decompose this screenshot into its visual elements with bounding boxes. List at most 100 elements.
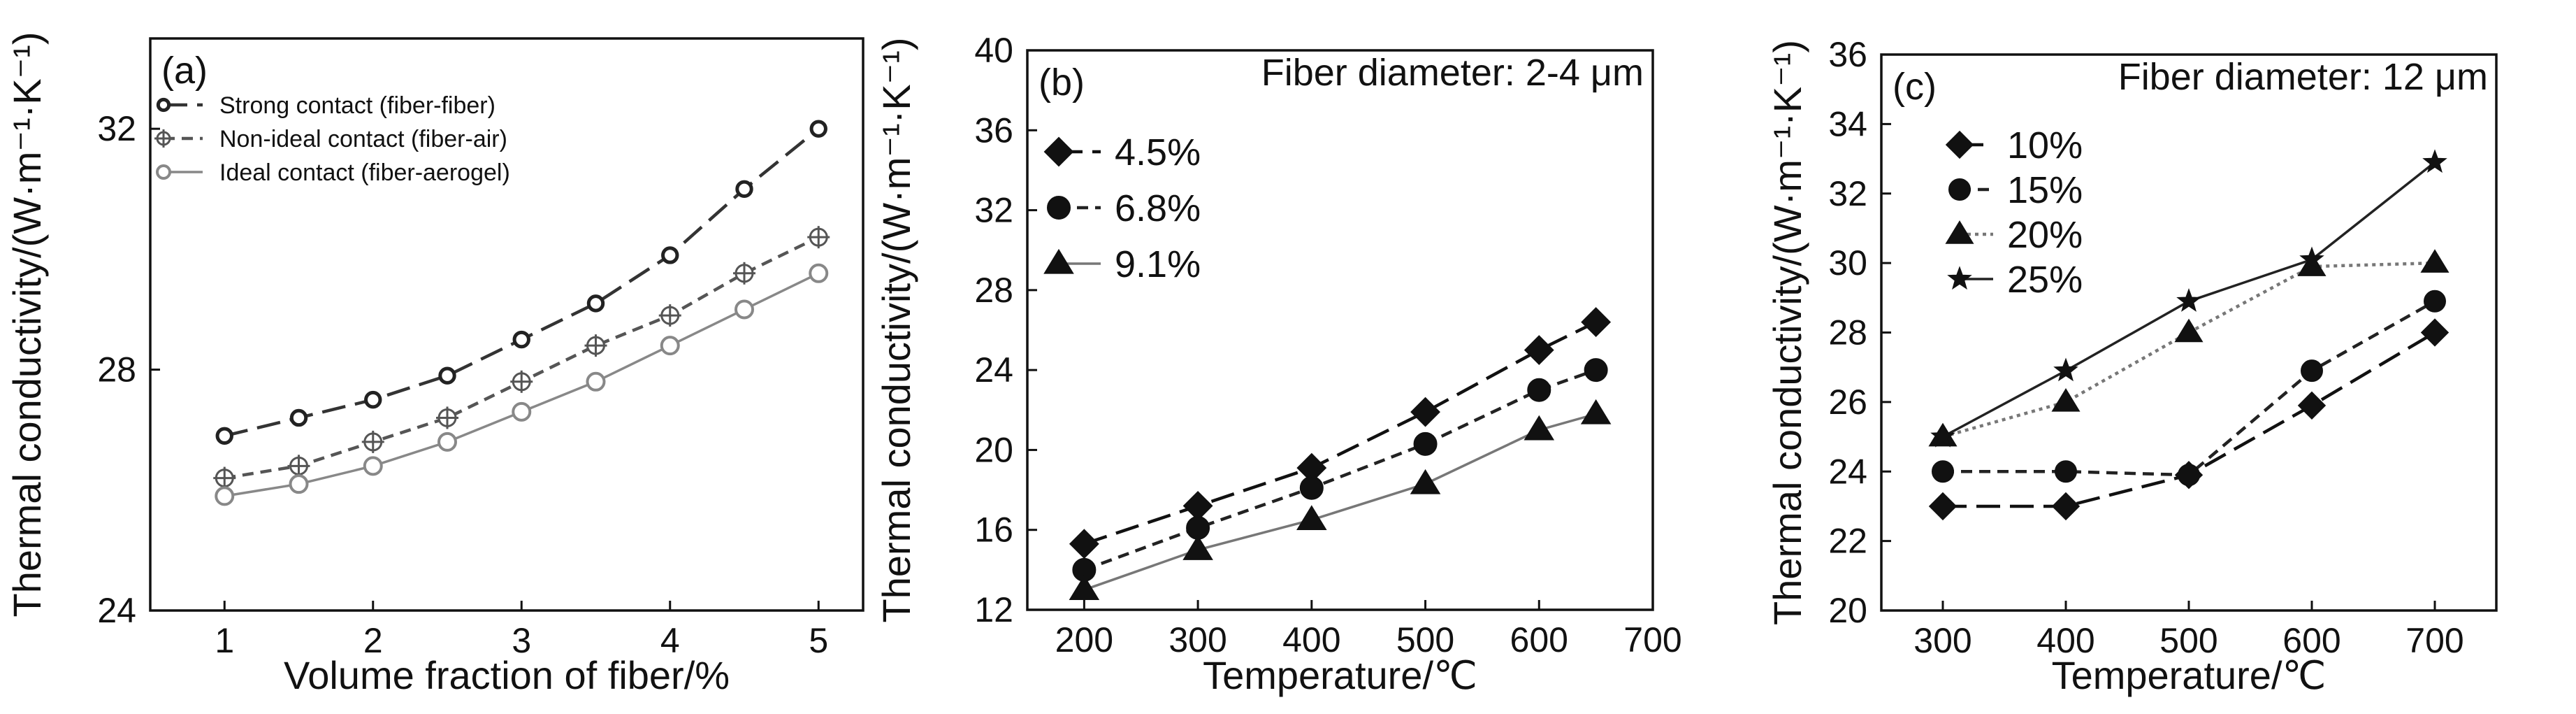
legend-label: Strong contact (fiber-fiber) [219, 92, 495, 119]
data-point [2420, 249, 2450, 273]
legend-marker [1948, 178, 1971, 201]
data-point [661, 246, 679, 264]
data-point [361, 430, 384, 453]
y-tick-label: 36 [974, 110, 1013, 150]
x-tick-label: 2 [363, 621, 383, 660]
data-point [586, 294, 605, 313]
legend-marker [156, 97, 171, 113]
x-tick-label: 5 [809, 621, 828, 660]
y-axis-label: Thermal conductivity/(W·m⁻¹·K⁻¹) [874, 38, 918, 623]
y-tick-label: 24 [1828, 452, 1867, 491]
data-point [2176, 288, 2201, 312]
data-point [2422, 149, 2447, 173]
legend-label: Non-ideal contact (fiber-air) [219, 126, 507, 152]
data-point [1524, 335, 1554, 365]
data-point [1928, 492, 1958, 521]
data-point [584, 334, 607, 357]
y-tick-label: 16 [974, 510, 1013, 550]
y-tick-label: 24 [97, 591, 136, 630]
data-point [287, 455, 310, 478]
legend-marker [1947, 266, 1972, 290]
x-tick-label: 600 [2282, 621, 2340, 660]
x-tick-label: 4 [660, 621, 680, 660]
plot-frame [149, 37, 864, 612]
fiber-diameter-annotation: Fiber diameter: 2-4 μm [1261, 52, 1644, 94]
data-point [2424, 290, 2446, 313]
data-point [660, 336, 680, 356]
y-axis-label: Thermal conductivity/(W·m⁻¹·K⁻¹) [1765, 40, 1809, 625]
y-tick-label: 28 [97, 350, 136, 390]
y-tick-label: 32 [974, 191, 1013, 230]
data-point [2301, 359, 2323, 383]
legend-label: 6.8% [1115, 187, 1201, 229]
x-tick-label: 3 [512, 621, 531, 660]
legend-marker [154, 129, 173, 148]
y-tick-label: 36 [1828, 35, 1867, 74]
data-point [510, 370, 533, 393]
data-point [1581, 307, 1612, 337]
y-axis-label: Thermal conductivity/(W·m⁻¹·K⁻¹) [5, 32, 49, 617]
x-tick-label: 400 [1282, 620, 1340, 659]
x-axis-label: Temperature/℃ [2052, 653, 2327, 697]
data-point [1069, 575, 1100, 601]
data-point [512, 330, 530, 349]
y-tick-label: 12 [974, 590, 1013, 629]
data-point [809, 263, 829, 283]
data-point [807, 226, 830, 249]
x-tick-label: 300 [1168, 620, 1227, 659]
y-tick-label: 28 [1828, 313, 1867, 352]
legend-marker [1945, 130, 1974, 159]
y-tick-label: 26 [1828, 383, 1867, 422]
data-point [2420, 318, 2450, 347]
data-point [2053, 357, 2078, 382]
series-line [1942, 261, 2436, 438]
data-point [289, 408, 308, 427]
data-point [1299, 476, 1324, 500]
y-tick-label: 20 [974, 430, 1013, 469]
x-tick-label: 400 [2036, 621, 2094, 660]
legend-label: 25% [2007, 259, 2083, 301]
data-point [364, 390, 382, 409]
legend-label: 4.5% [1115, 131, 1201, 173]
data-point [1182, 491, 1213, 521]
data-point [2051, 492, 2081, 521]
data-point [2299, 246, 2324, 271]
legend-label: 9.1% [1115, 243, 1201, 285]
data-point [1580, 399, 1612, 424]
data-point [1069, 529, 1099, 559]
legend-marker [156, 164, 171, 180]
data-point [1932, 460, 1954, 483]
plot-frame [1026, 49, 1654, 611]
legend-label: 15% [2007, 169, 2083, 211]
series-line [1083, 369, 1597, 571]
data-point [735, 180, 753, 198]
chart-panel-1: 1 2 3 4 5 24 28 32 Volume fraction of fiber/% The… [5, 32, 864, 697]
data-point [438, 366, 456, 385]
panel-tag: (c) [1893, 66, 1937, 108]
y-tick-label: 20 [1828, 591, 1867, 630]
chart-panel-3: 300 400 500 600 700 20 22 24 26 28 30 32 34 36 Tempera… [1765, 35, 2498, 697]
data-point [1527, 378, 1551, 402]
data-point [735, 299, 754, 320]
data-point [1524, 415, 1555, 441]
data-point [2055, 460, 2077, 483]
data-point [436, 406, 458, 429]
data-point [1410, 397, 1440, 427]
data-point [512, 401, 532, 422]
y-tick-label: 34 [1828, 104, 1867, 143]
x-tick-label: 700 [2405, 621, 2463, 660]
legend-marker [1043, 136, 1074, 167]
x-axis-label: Temperature/℃ [1203, 653, 1477, 697]
data-point [2051, 387, 2081, 412]
data-point [1584, 358, 1608, 383]
x-tick-label: 500 [1396, 620, 1454, 659]
data-point [1413, 431, 1438, 456]
data-point [809, 120, 827, 138]
data-point [215, 486, 235, 506]
y-tick-label: 30 [1828, 243, 1867, 283]
data-point [733, 262, 755, 285]
legend-marker [1047, 196, 1071, 220]
chart-panel-2: 200 300 400 500 600 700 12 16 20 24 28 32 36 40 Temper… [874, 31, 1682, 697]
legend-label: 20% [2007, 214, 2083, 256]
